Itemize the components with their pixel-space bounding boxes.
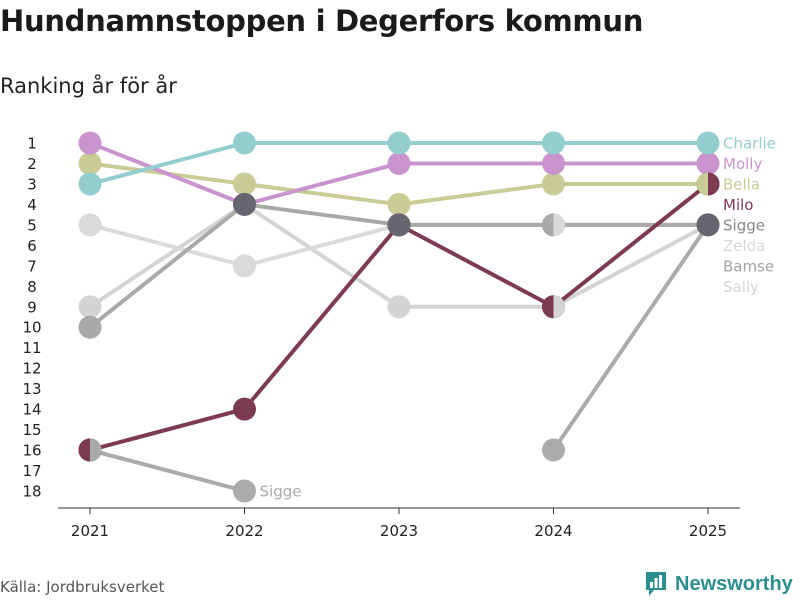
shared-point-right-half bbox=[553, 213, 565, 237]
shared-point bbox=[387, 213, 411, 237]
point-sally bbox=[387, 295, 411, 319]
y-tick-label: 7 bbox=[27, 257, 37, 275]
y-tick-label: 12 bbox=[22, 360, 41, 378]
point-molly bbox=[387, 151, 411, 175]
y-tick-label: 15 bbox=[22, 421, 41, 439]
point-sigge bbox=[78, 315, 102, 339]
y-tick-label: 9 bbox=[27, 298, 37, 316]
point-bella bbox=[78, 151, 102, 175]
y-tick-label: 5 bbox=[27, 216, 37, 234]
y-tick-label: 2 bbox=[27, 155, 37, 173]
x-tick-label: 2025 bbox=[689, 522, 727, 540]
point-label: Sigge bbox=[260, 482, 302, 500]
y-tick-label: 14 bbox=[22, 401, 41, 419]
series-line-bamse bbox=[551, 222, 710, 453]
point-charlie bbox=[696, 131, 720, 155]
point-charlie bbox=[542, 131, 565, 155]
point-bella bbox=[233, 172, 256, 196]
x-tick-label: 2022 bbox=[225, 522, 263, 540]
point-charlie bbox=[233, 131, 256, 155]
shared-point-left-half bbox=[78, 438, 90, 462]
point-zelda bbox=[233, 254, 256, 278]
x-tick-label: 2024 bbox=[534, 522, 572, 540]
shared-point-left-half bbox=[696, 172, 708, 196]
y-tick-label: 13 bbox=[22, 380, 41, 398]
brand-logo: Newsworthy bbox=[644, 570, 793, 598]
shared-point-right-half bbox=[708, 172, 720, 196]
y-tick-label: 6 bbox=[27, 237, 37, 255]
y-tick-label: 3 bbox=[27, 175, 37, 193]
point-zelda bbox=[78, 213, 102, 237]
point-molly bbox=[78, 131, 102, 155]
series-line-bamse bbox=[88, 448, 247, 493]
end-label-milo: Milo bbox=[723, 196, 753, 214]
shared-point-left-half bbox=[542, 295, 554, 319]
end-label-sally: Sally bbox=[723, 278, 759, 296]
chart-title: Hundnamnstoppen i Degerfors kommun bbox=[0, 4, 644, 38]
point-bella bbox=[542, 172, 565, 196]
newsworthy-logo-icon bbox=[646, 572, 666, 596]
point-bamse bbox=[542, 438, 565, 462]
point-molly bbox=[542, 151, 565, 175]
brand-name: Newsworthy bbox=[675, 572, 793, 595]
end-label-charlie: Charlie bbox=[723, 135, 776, 153]
x-tick-label: 2023 bbox=[380, 522, 418, 540]
y-tick-label: 16 bbox=[22, 442, 41, 460]
y-tick-label: 8 bbox=[27, 278, 37, 296]
point-milo bbox=[233, 397, 256, 421]
point-molly bbox=[696, 151, 720, 175]
source-note: Källa: Jordbruksverket bbox=[0, 578, 165, 596]
shared-point-left-half bbox=[542, 213, 554, 237]
y-tick-label: 11 bbox=[22, 339, 41, 357]
shared-point-right-half bbox=[90, 438, 102, 462]
shared-point bbox=[696, 213, 720, 237]
point-bella bbox=[387, 192, 411, 216]
point-sally bbox=[78, 295, 102, 319]
x-tick-label: 2021 bbox=[71, 522, 109, 540]
y-tick-label: 18 bbox=[22, 482, 41, 500]
point-bamse bbox=[233, 479, 256, 503]
shared-point-right-half bbox=[553, 295, 565, 319]
end-label-zelda: Zelda bbox=[723, 237, 765, 255]
y-tick-label: 10 bbox=[22, 319, 41, 337]
end-label-bella: Bella bbox=[723, 175, 760, 193]
point-charlie bbox=[78, 172, 102, 196]
y-tick-label: 17 bbox=[22, 462, 41, 480]
shared-point bbox=[233, 192, 256, 216]
y-tick-label: 4 bbox=[27, 196, 37, 214]
point-charlie bbox=[387, 131, 411, 155]
end-label-molly: Molly bbox=[723, 155, 762, 173]
y-tick-label: 1 bbox=[27, 135, 37, 153]
end-label-sigge: Sigge bbox=[723, 216, 765, 234]
end-label-bamse: Bamse bbox=[723, 257, 774, 275]
chart-subtitle: Ranking år för år bbox=[0, 74, 177, 98]
